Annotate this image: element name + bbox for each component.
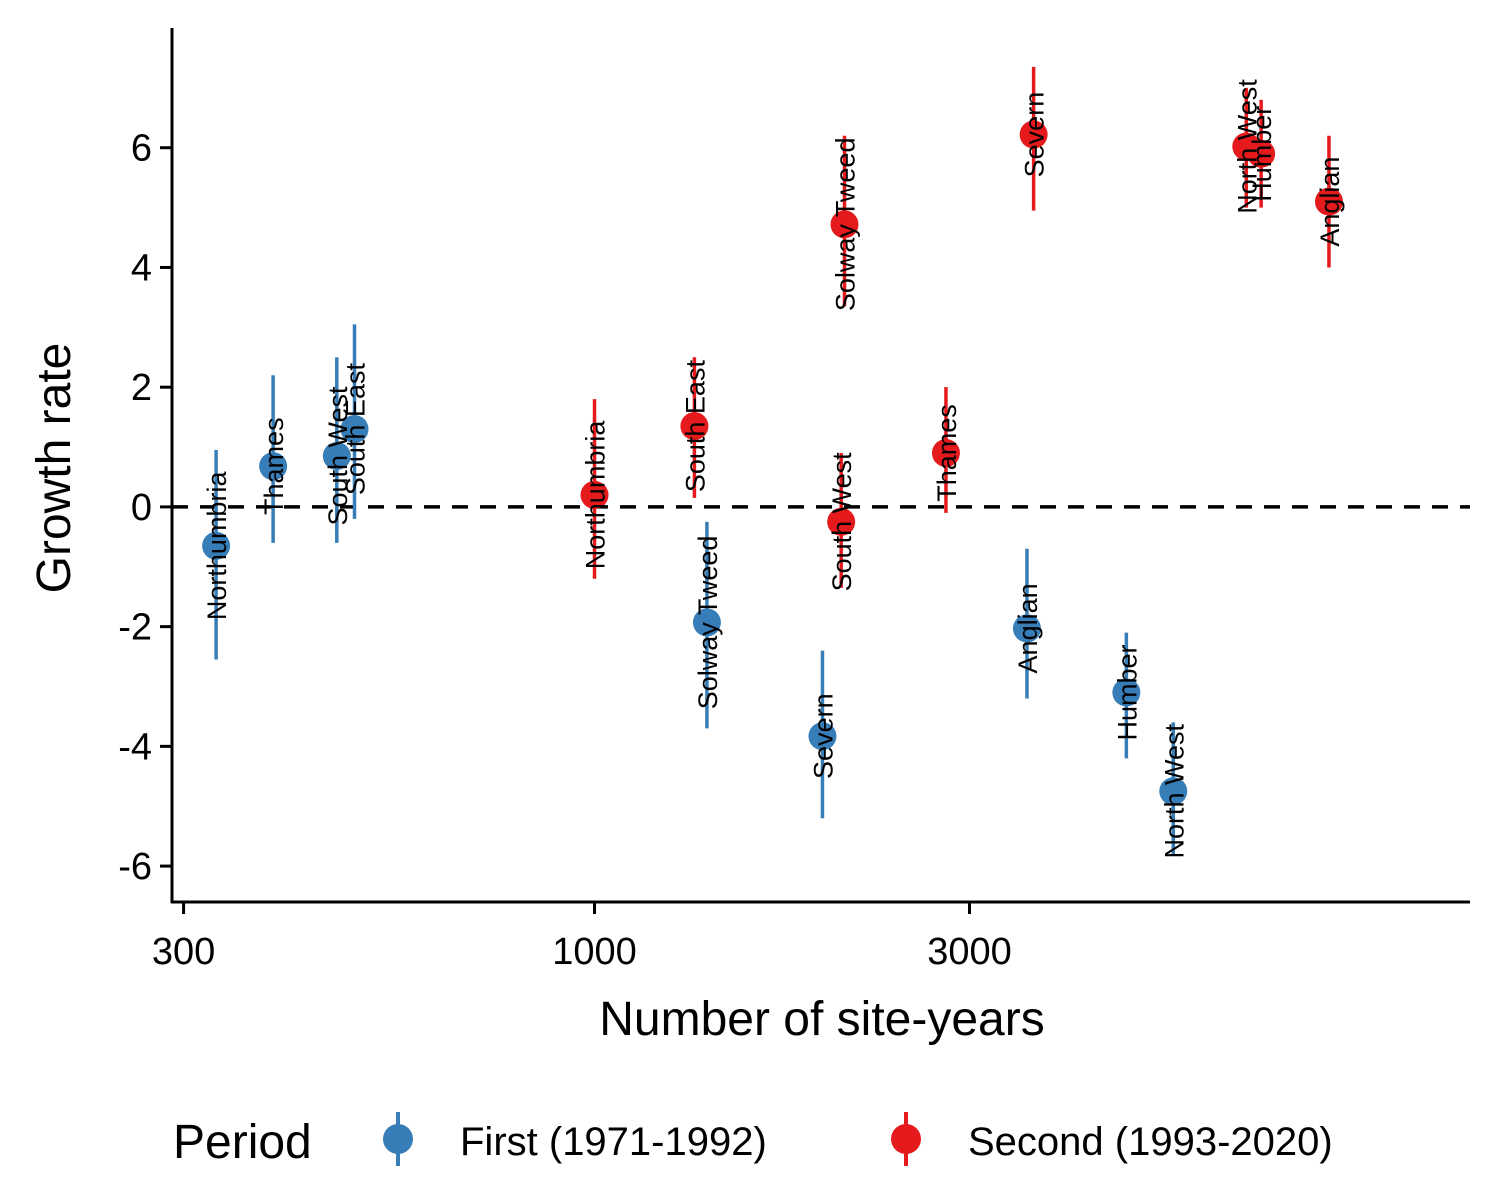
point-label-second: Anglian: [1315, 157, 1345, 247]
data-point-first: [259, 452, 288, 481]
point-label-first: Severn: [808, 693, 838, 779]
point-label-first: South West: [323, 386, 353, 526]
y-axis-title: Growth rate: [28, 343, 81, 594]
x-tick-label: 300: [152, 931, 215, 973]
point-label-second: Humber: [1247, 106, 1277, 202]
data-point-first: [202, 531, 231, 560]
point-label-second: South East: [680, 360, 710, 493]
point-label-second: South West: [827, 452, 857, 592]
y-tick-label: 4: [131, 247, 152, 289]
point-label-first: Solway Tweed: [693, 536, 723, 710]
x-tick-label: 1000: [552, 931, 637, 973]
data-point-first: [340, 415, 369, 444]
x-tick-label: 3000: [927, 931, 1012, 973]
data-point-first: [322, 442, 351, 471]
point-label-second: Northumbria: [581, 420, 611, 570]
data-marks: [202, 66, 1343, 855]
legend-item-first: First (1971-1992): [383, 1112, 767, 1166]
data-point-first: [1159, 777, 1188, 806]
axes: -6 -4 -2 0 2 4 6 300 1000 3000: [118, 28, 1470, 973]
legend-key-second-point: [891, 1124, 921, 1154]
data-point-second: [1019, 120, 1048, 149]
data-point-first: [808, 722, 837, 751]
data-point-second: [827, 507, 856, 536]
point-label-first: Humber: [1112, 644, 1142, 740]
y-tick-label: 6: [131, 128, 152, 170]
point-label-first: Northumbria: [202, 471, 232, 621]
data-point-second: [1314, 187, 1343, 216]
data-point-second: [1247, 139, 1276, 168]
y-tick-label: -4: [118, 726, 152, 768]
x-axis-title: Number of site-years: [599, 993, 1044, 1046]
y-tick-label: 2: [131, 367, 152, 409]
data-point-first: [692, 608, 721, 637]
point-label-second: Severn: [1020, 92, 1050, 178]
legend-label-second: Second (1993-2020): [968, 1120, 1333, 1164]
data-point-first: [1112, 678, 1141, 707]
data-point-second: [680, 412, 709, 441]
point-label-second: Thames: [932, 404, 962, 502]
y-tick-label: -2: [118, 607, 152, 649]
data-point-second: [830, 210, 859, 239]
y-tick-label: 0: [131, 487, 152, 529]
point-label-second: North West: [1232, 79, 1262, 214]
legend-label-first: First (1971-1992): [460, 1120, 767, 1164]
point-label-second: Solway Tweed: [830, 138, 860, 312]
point-label-first: North West: [1159, 723, 1189, 858]
point-label-first: Anglian: [1013, 583, 1043, 673]
point-label-first: South East: [340, 363, 370, 496]
data-point-second: [931, 439, 960, 468]
legend-item-second: Second (1993-2020): [891, 1112, 1333, 1166]
y-tick-label: -6: [118, 846, 152, 888]
data-point-second: [580, 480, 609, 509]
data-point-first: [1012, 614, 1041, 643]
legend: Period First (1971-1992) Second (1993-20…: [173, 1112, 1333, 1169]
legend-key-first-point: [383, 1124, 413, 1154]
legend-title: Period: [173, 1116, 312, 1169]
point-label-first: Thames: [259, 417, 289, 515]
